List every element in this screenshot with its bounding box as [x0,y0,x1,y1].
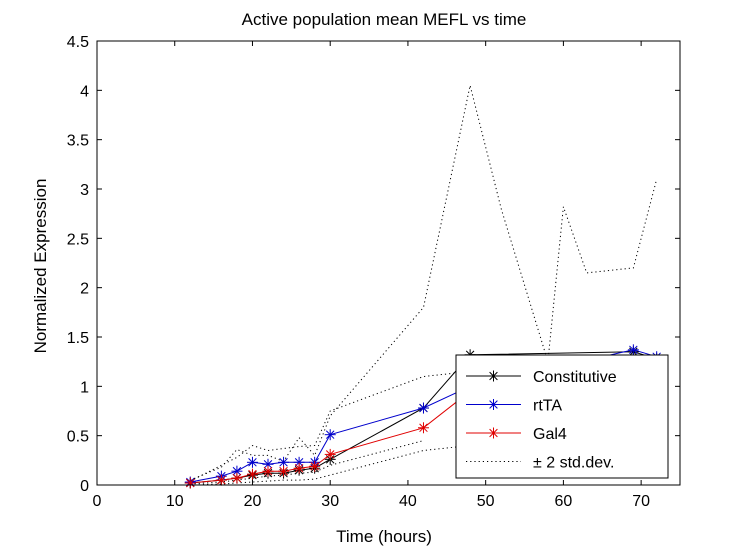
data-point-gal4 [231,472,243,484]
chart-title: Active population mean MEFL vs time [242,10,527,29]
std-dev-band-1 [190,445,471,486]
data-point-gal4 [278,465,290,477]
data-point-gal4 [309,460,321,472]
legend-label: rtTA [533,398,562,415]
y-tick-label: 1 [80,379,89,396]
legend-label: ± 2 std.dev. [533,455,614,472]
std-dev-band-2 [190,371,471,482]
std-dev-band-0 [190,85,658,481]
x-tick-label: 20 [244,493,262,510]
data-point-rtta [246,456,258,468]
data-point-gal4 [293,462,305,474]
y-tick-label: 3.5 [67,133,89,150]
y-tick-label: 2.5 [67,231,89,248]
legend-label: Gal4 [533,426,567,443]
y-axis-label: Normalized Expression [31,179,50,354]
std-dev-bands [190,85,658,486]
plot-frame [96,40,681,486]
x-tick-label: 60 [555,493,573,510]
x-tick-label: 70 [632,493,650,510]
x-axis-label: Time (hours) [336,527,432,546]
x-tick-label: 0 [93,493,102,510]
x-tick-label: 50 [477,493,495,510]
legend-marker [488,370,499,382]
data-point-gal4 [417,422,429,434]
legend: Constitutive rtTA Gal4 ± 2 std.dev. [455,354,669,479]
data-point-gal4 [246,468,258,480]
std-dev-band-3 [190,440,424,485]
data-point-gal4 [262,465,274,477]
legend-marker [488,427,499,439]
legend-marker [488,399,499,410]
data-point-gal4 [324,448,336,460]
y-tick-label: 4 [80,83,89,100]
data-point-rtta [627,344,639,356]
y-tick-label: 0.5 [67,429,89,446]
y-tick-label: 2 [80,281,89,298]
y-tick-label: 4.5 [67,34,89,51]
data-point-rtta [324,429,336,441]
data-point-gal4 [215,474,227,486]
y-tick-label: 0 [80,478,89,495]
x-tick-label: 40 [399,493,417,510]
y-tick-label: 3 [80,182,89,199]
x-tick-label: 30 [321,493,339,510]
y-tick-label: 1.5 [67,330,89,347]
data-point-rtta [417,402,429,414]
series-markers [184,344,663,489]
data-point-gal4 [184,477,196,489]
axis-ticks: 0 10 20 30 40 50 60 70 0 0.5 1 1.5 2 2.5 3 3.5 4 4.5 [67,34,680,510]
legend-label: Constitutive [533,369,617,386]
x-tick-label: 10 [166,493,184,510]
